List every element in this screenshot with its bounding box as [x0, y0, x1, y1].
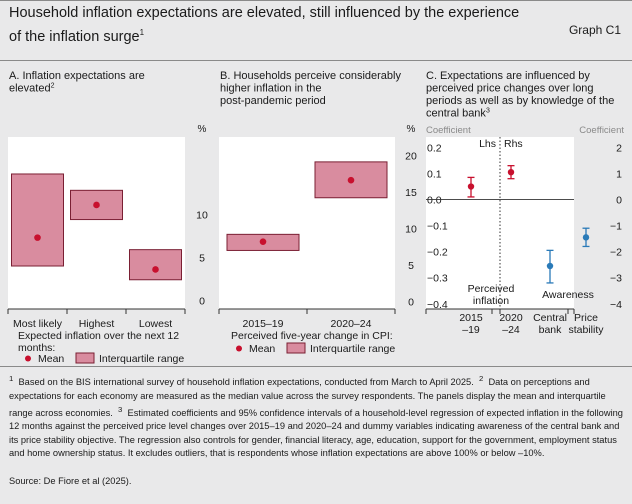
panel-b-title-line: post-pandemic period	[220, 95, 326, 107]
panel-c-left-ytick: −0.3	[427, 273, 448, 285]
panel-c-xtick: bank	[539, 324, 563, 336]
panel-a-legend-heading: months:	[18, 342, 55, 354]
panel-c-title-line: periods as well as by knowledge of the	[426, 95, 614, 107]
panel-c-right-ytick: 1	[616, 168, 622, 180]
panel-b-ytick: 0	[408, 297, 414, 309]
panel-c-right-ytick: −4	[610, 299, 622, 311]
panel-a-legend-mean-label: Mean	[38, 353, 64, 365]
chart-title: Household inflation expectations are ele…	[9, 5, 520, 45]
panel-b-legend-iqr-swatch	[286, 342, 306, 354]
panel-b-legend-mean-label: Mean	[249, 343, 275, 355]
panel-a-mean-point	[93, 201, 100, 209]
source-note: Source: De Fiore et al (2025).	[9, 476, 132, 486]
panel-a-unit: %	[198, 124, 207, 135]
panel-c-xtick: Central	[533, 312, 567, 324]
panel-c-right-axis-label: Coefficient	[579, 125, 624, 136]
panel-a-ytick: 10	[196, 209, 208, 221]
panel-a-xtick: Highest	[79, 318, 115, 330]
panel-c-title-line: C. Expectations are influenced by	[426, 70, 590, 82]
panel-a-legend-iqr-label: Interquartile range	[99, 353, 184, 365]
panel-c-left-ytick: −0.2	[427, 247, 448, 259]
panel-c-group-label: Awareness	[542, 289, 594, 301]
panel-b-ytick: 5	[408, 260, 414, 272]
panel-c-coef-point	[582, 234, 590, 241]
panel-b-unit: %	[407, 124, 416, 135]
panel-c-xtick: –19	[462, 324, 480, 336]
panel-a-legend-mean-swatch	[25, 355, 31, 362]
panel-a-legend-heading: Expected inflation over the next 12	[18, 330, 179, 342]
footnote-1: 1 Based on the BIS international survey …	[9, 374, 623, 459]
panel-c-xtick: Price	[574, 312, 598, 324]
panel-c-rhs-label: Rhs	[504, 138, 523, 150]
panel-a-mean-point	[152, 266, 159, 273]
panel-c-xtick: stability	[568, 324, 604, 336]
top-rule	[0, 0, 632, 1]
panel-c-right-ytick: 2	[616, 142, 622, 154]
panel-b-mean-point	[347, 176, 355, 184]
panel-b-xtick: 2015–19	[243, 318, 284, 330]
panel-a-title-line: elevated2	[9, 83, 55, 95]
panel-c-group-label: inflation	[473, 295, 509, 307]
panel-c-group-label: Perceived	[468, 283, 515, 295]
panel-c-right-ytick: −1	[610, 221, 622, 233]
panel-b-title-line: higher inflation in the	[220, 83, 322, 95]
panel-b-xtick: 2020–24	[331, 318, 372, 330]
panel-c-left-ytick: 0.2	[427, 142, 442, 154]
panel-c-left-ytick: −0.1	[427, 221, 448, 233]
panel-a-ytick: 0	[199, 295, 205, 307]
panel-c-xtick: –24	[502, 324, 520, 336]
panel-c-right-ytick: −3	[610, 273, 622, 285]
panel-b-legend-iqr-label: Interquartile range	[310, 343, 395, 355]
panel-c-left-ytick: 0.1	[427, 168, 442, 180]
panel-c-coef-point	[467, 183, 475, 190]
panel-a-iqr-box	[129, 249, 182, 281]
panel-b-ytick: 10	[405, 223, 417, 235]
panel-c-xtick: 2015	[459, 312, 483, 324]
footnotes: 1 Based on the BIS international survey …	[9, 372, 623, 461]
panel-b-legend-heading: Perceived five-year change in CPI:	[231, 330, 393, 342]
panel-c-title-line: perceived price changes over long	[426, 83, 594, 95]
panel-b-legend-mean-swatch	[236, 345, 242, 352]
panel-b-ytick: 20	[405, 150, 417, 162]
panel-c-xtick: 2020	[499, 312, 523, 324]
header-rule	[0, 60, 632, 61]
panel-a-legend-iqr-swatch	[75, 352, 95, 364]
panel-c-left-ytick: 0.0	[427, 195, 442, 207]
panel-a-title-line: A. Inflation expectations are	[9, 70, 145, 82]
panel-c-left-ytick: −0.4	[427, 299, 448, 311]
panel-c-lhs-label: Lhs	[479, 138, 496, 150]
panel-b-mean-point	[259, 238, 267, 245]
panel-c-right-ytick: −2	[610, 247, 622, 259]
panel-a-xtick: Most likely	[13, 318, 63, 330]
panel-b-ytick: 15	[405, 187, 417, 199]
panel-c-coef-point	[507, 168, 515, 176]
panel-a-ytick: 5	[199, 252, 205, 264]
graph-id: Graph C1	[568, 23, 621, 37]
panel-c-left-axis-label: Coefficient	[426, 125, 471, 136]
panel-a-xtick: Lowest	[139, 318, 172, 330]
panel-c-right-ytick: 0	[616, 195, 622, 207]
panel-c-coef-point	[546, 262, 554, 270]
panel-c-title-line: central bank3	[426, 108, 490, 120]
panel-a-mean-point	[34, 234, 41, 241]
panel-a-iqr-box	[11, 173, 64, 267]
notes-rule	[0, 366, 632, 367]
panel-b-title-line: B. Households perceive considerably	[220, 70, 401, 82]
